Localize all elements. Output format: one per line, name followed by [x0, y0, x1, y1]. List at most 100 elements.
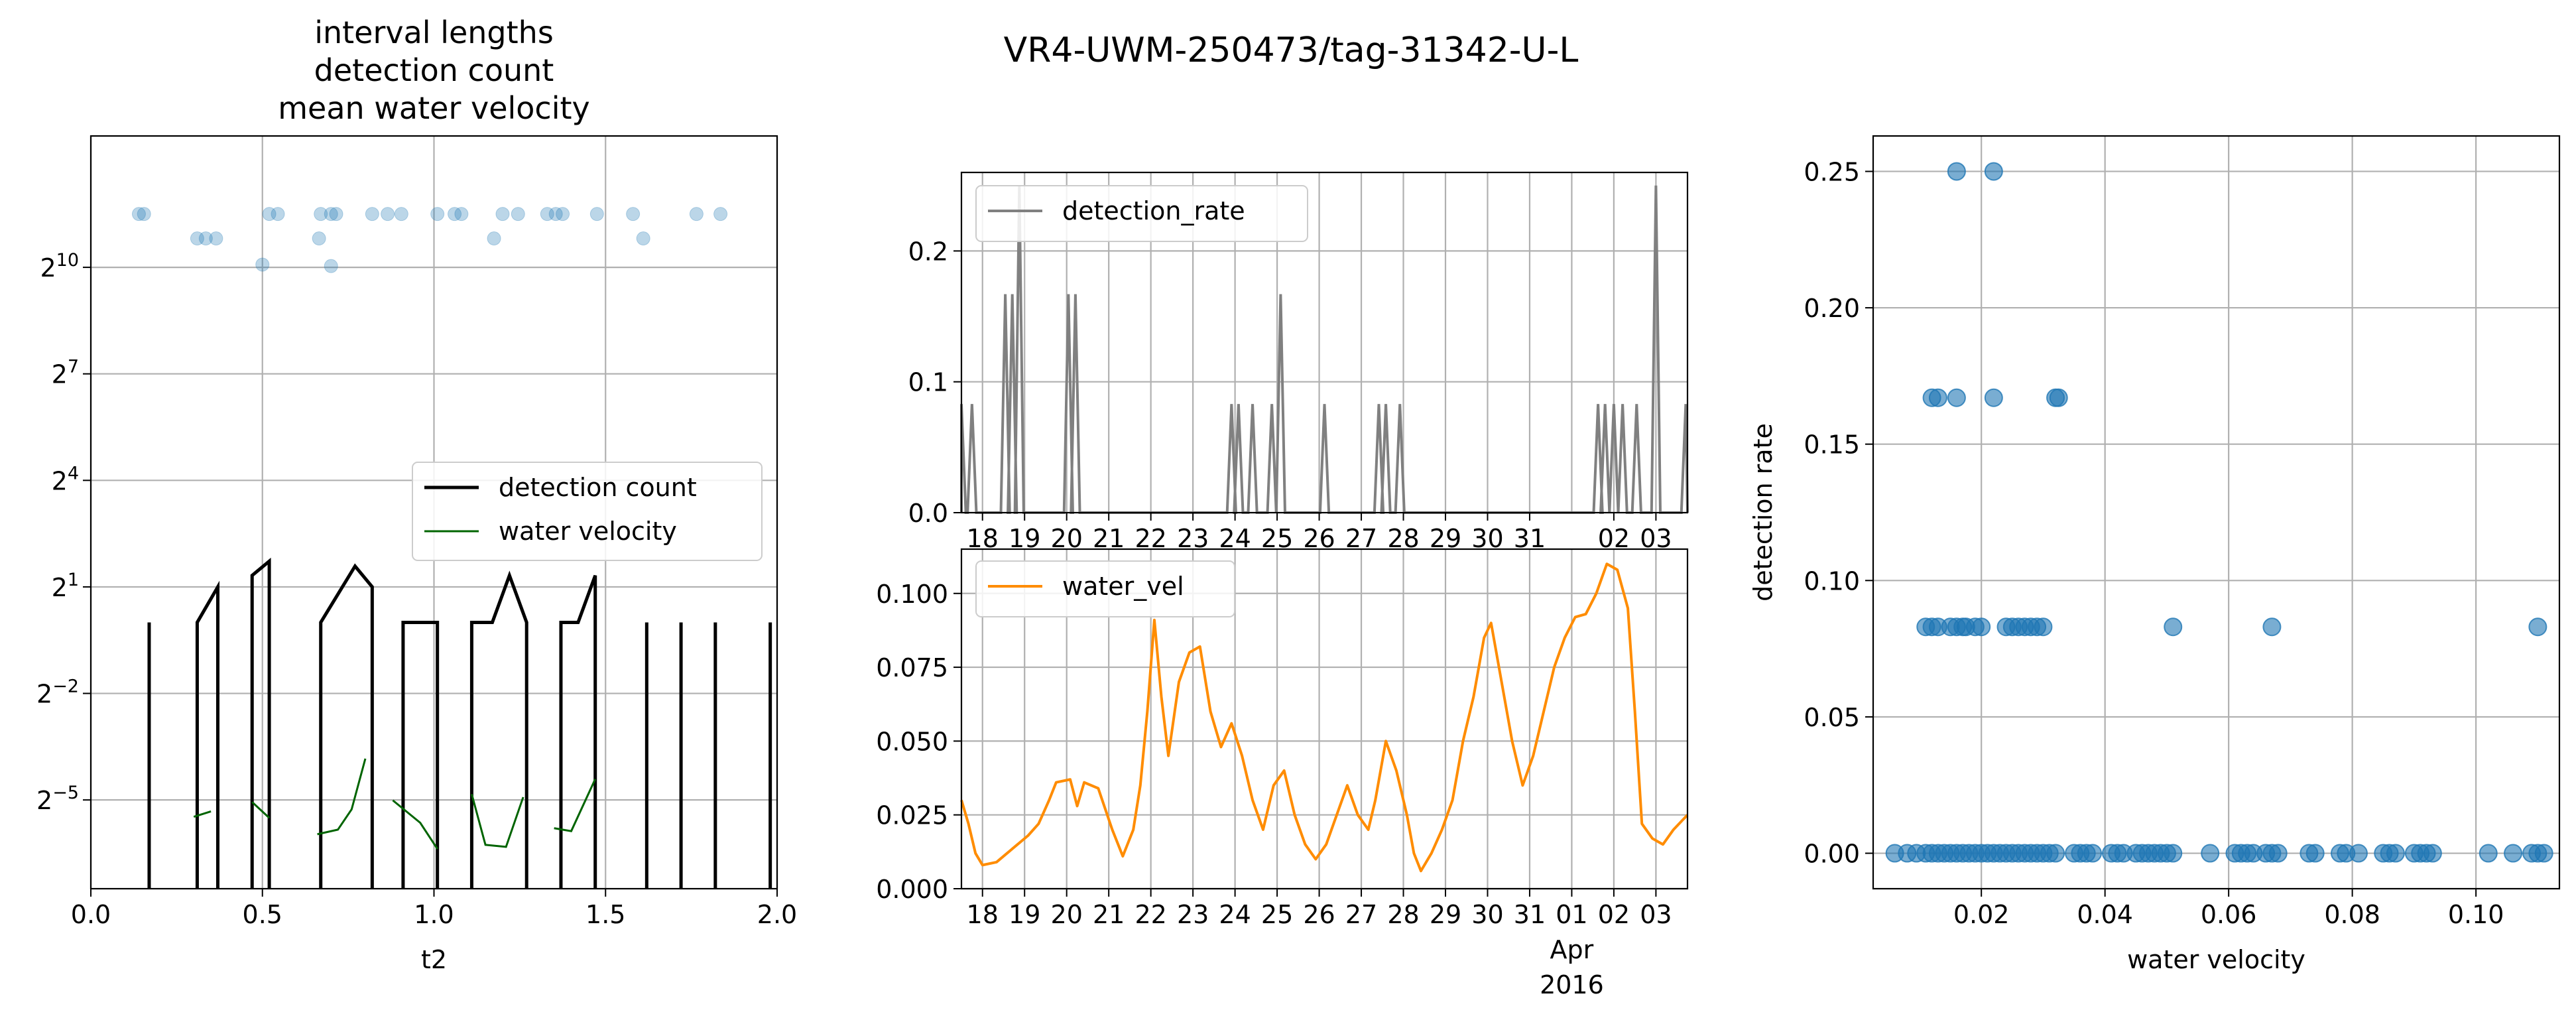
x-tick-label: 29	[1430, 524, 1461, 553]
x-tick-label: 31	[1514, 524, 1546, 553]
detection-count-line	[195, 580, 219, 889]
interval-length-point	[262, 207, 276, 222]
rate-vs-velocity-panel: 0.02 0.04 0.06 0.08 0.10 0.00 0.05 0.10 0.15 0.20…	[1748, 135, 2561, 974]
y-tick-label: 0.10	[1804, 566, 1860, 596]
x-tick-label: 26	[1303, 900, 1335, 929]
y-tick-label: 0.20	[1804, 294, 1860, 323]
y-tick-label: 0.100	[876, 580, 948, 609]
y-tick-label: 0.25	[1804, 157, 1860, 186]
y-tick-label: 210	[40, 250, 79, 283]
scatter-point	[2268, 844, 2288, 863]
legend-label: water velocity	[499, 517, 677, 546]
detection-count-line	[250, 557, 271, 889]
scatter-point	[2423, 844, 2442, 863]
water-velocity-line	[317, 758, 367, 836]
interval-length-point	[381, 207, 395, 222]
scatter-point	[2034, 617, 2053, 637]
interval-length-point	[556, 207, 570, 222]
interval-length-point	[312, 231, 326, 246]
legend-box	[975, 560, 1235, 617]
y-tick-label: 2−5	[36, 783, 79, 815]
x-tick-label: 0.5	[243, 900, 282, 929]
interval-length-point	[329, 207, 343, 222]
x-tick-label: 29	[1430, 900, 1461, 929]
interval-length-point	[324, 207, 338, 222]
legend-box	[975, 185, 1308, 242]
left-title-line: mean water velocity	[278, 90, 590, 126]
detection-count-line	[469, 570, 528, 889]
detection-count-line	[401, 620, 440, 889]
scatter-point	[2386, 844, 2405, 863]
y-tick-label: 21	[52, 570, 79, 602]
interval-length-point	[589, 207, 604, 222]
scatter-point	[2528, 617, 2547, 637]
x-tick-label: 21	[1093, 900, 1125, 929]
interval-length-point	[448, 207, 462, 222]
x-tick-label: 03	[1640, 524, 1672, 553]
detection-rate-panel: 18 19 20 21 22 23 24 25 26 27 28 29 30 31 02 03 0.0 0.1 0.…	[908, 171, 1689, 553]
x-tick-label: 19	[1009, 900, 1040, 929]
y-tick-label: 0.0	[908, 499, 948, 528]
interval-length-point	[430, 207, 445, 222]
y-tick-label: 0.05	[1804, 703, 1860, 732]
x-axis-label: water velocity	[2127, 945, 2305, 974]
x-tick-label: 18	[967, 900, 999, 929]
y-tick-label: 0.075	[876, 653, 948, 682]
x-tick-label: 23	[1177, 524, 1209, 553]
interval-length-point	[271, 207, 285, 222]
y-tick-label: 0.050	[876, 727, 948, 756]
scatter-point	[1984, 162, 2003, 181]
x-tick-label: 25	[1261, 900, 1293, 929]
scatter-axes-frame	[1872, 135, 2561, 890]
interval-length-point	[314, 207, 328, 222]
interval-length-point	[198, 231, 213, 246]
x-tick-label: 0.06	[2201, 900, 2257, 929]
detection-rate-axes-frame	[960, 171, 1689, 514]
x-tick-label: 21	[1093, 524, 1125, 553]
scatter-point	[2504, 844, 2523, 863]
x-tick-label: 24	[1219, 524, 1251, 553]
x-tick-label: 26	[1303, 524, 1335, 553]
x-tick-label: 0.08	[2324, 900, 2380, 929]
x-tick-label: 30	[1471, 900, 1503, 929]
x-tick-label: 23	[1177, 900, 1209, 929]
interval-length-point	[365, 207, 379, 222]
x-tick-label: 27	[1345, 524, 1377, 553]
scatter-point	[2305, 844, 2325, 863]
left-title-line: detection count	[314, 52, 554, 88]
scatter-point	[2083, 844, 2103, 863]
y-axis-label: detection rate	[1748, 423, 1778, 602]
x-tick-label: 03	[1640, 900, 1672, 929]
interval-length-point	[626, 207, 641, 222]
scatter-point	[2049, 388, 2068, 407]
water-velocity-line	[251, 801, 271, 819]
scatter-point	[1947, 162, 1966, 181]
x-tick-label: 0.04	[2077, 900, 2133, 929]
water-velocity-line	[392, 799, 438, 850]
x-tick-label: 24	[1219, 900, 1251, 929]
y-tick-label: 24	[52, 463, 79, 495]
x-tick-label: 19	[1009, 524, 1040, 553]
scatter-point	[2046, 844, 2065, 863]
detection-rate-line	[960, 185, 1689, 514]
x-tick-label: 31	[1514, 900, 1546, 929]
y-tick-label: 0.1	[908, 368, 948, 397]
y-tick-label: 0.000	[876, 875, 948, 904]
interval-length-point	[209, 231, 223, 246]
x-tick-label: 1.5	[585, 900, 625, 929]
x-tick-label: 25	[1261, 524, 1293, 553]
x-tick-label: 30	[1471, 524, 1503, 553]
x-date-label: 2016	[1540, 970, 1604, 999]
x-tick-label: 22	[1135, 900, 1166, 929]
left-title-line: interval lengths	[314, 15, 554, 50]
interval-length-point	[394, 207, 408, 222]
interval-length-point	[487, 231, 501, 246]
scatter-point	[2164, 844, 2183, 863]
x-tick-label: 0.10	[2448, 900, 2504, 929]
scatter-point	[2201, 844, 2220, 863]
water-velocity-line	[554, 779, 597, 832]
y-tick-label: 27	[52, 357, 79, 389]
interval-length-point	[511, 207, 525, 222]
scatter-point	[1972, 617, 1991, 637]
y-tick-label: 0.2	[908, 237, 948, 266]
